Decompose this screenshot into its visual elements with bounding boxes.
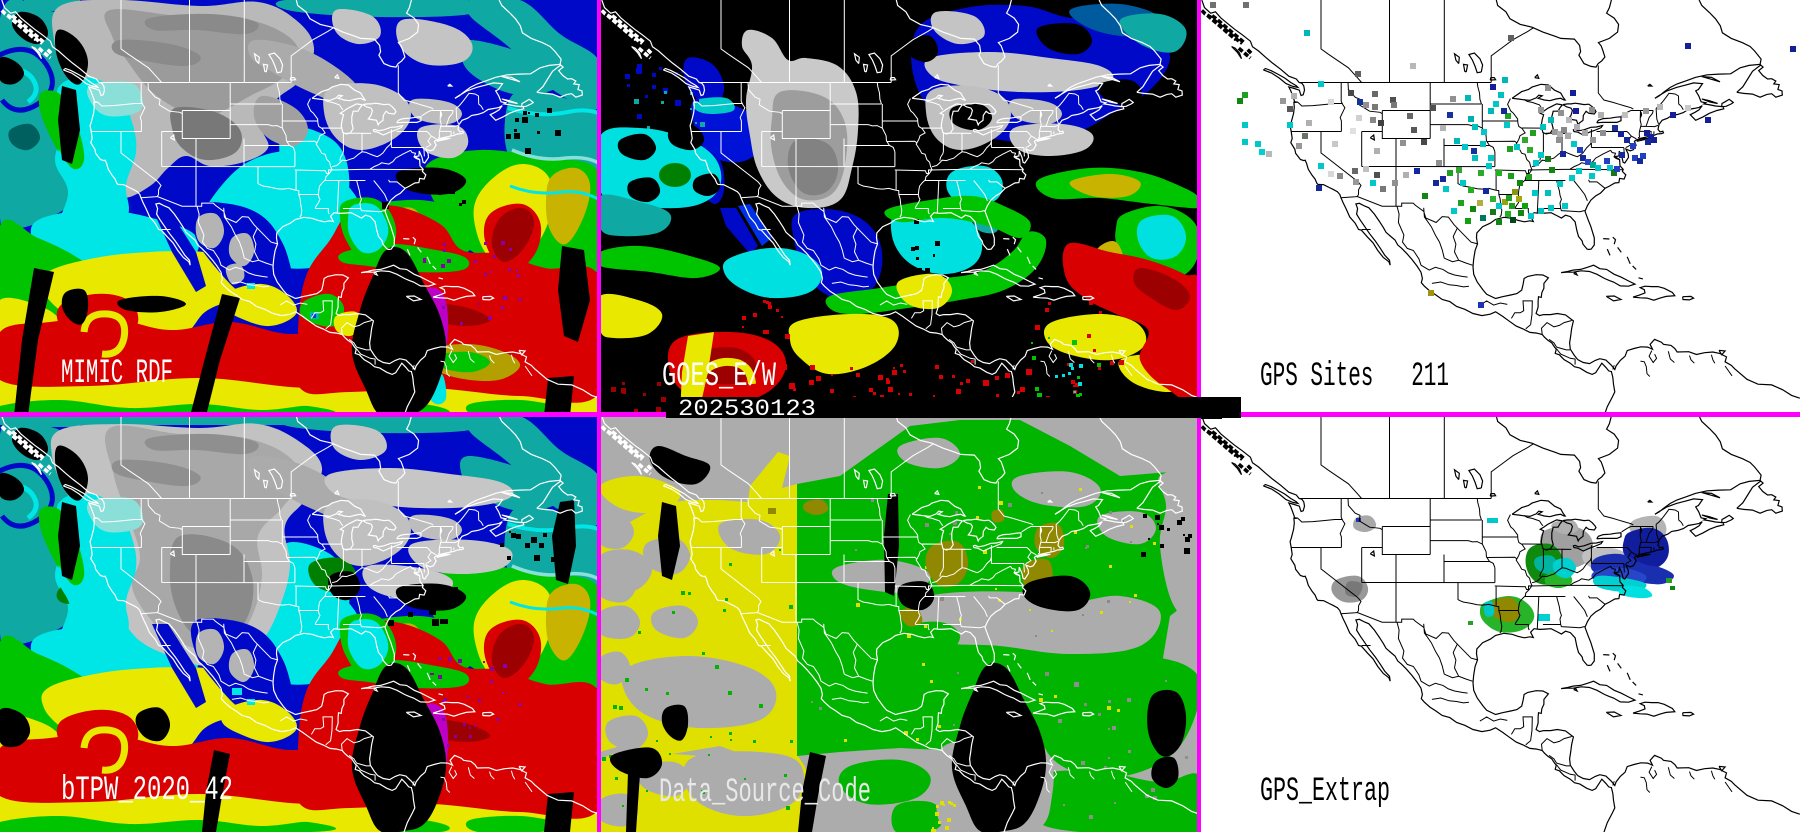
svg-text:MIMIC RDF: MIMIC RDF	[61, 354, 173, 393]
svg-text:GPS Sites 211: GPS Sites 211	[1260, 357, 1449, 396]
svg-text:Data_Source_Code: Data_Source_Code	[659, 773, 871, 812]
svg-text:bTPW_2020_42: bTPW_2020_42	[61, 771, 233, 810]
svg-text:202530123: 202530123	[678, 397, 816, 418]
svg-text:GPS_Extrap: GPS_Extrap	[1260, 772, 1390, 811]
svg-text:GOES_E/W: GOES_E/W	[662, 357, 776, 396]
